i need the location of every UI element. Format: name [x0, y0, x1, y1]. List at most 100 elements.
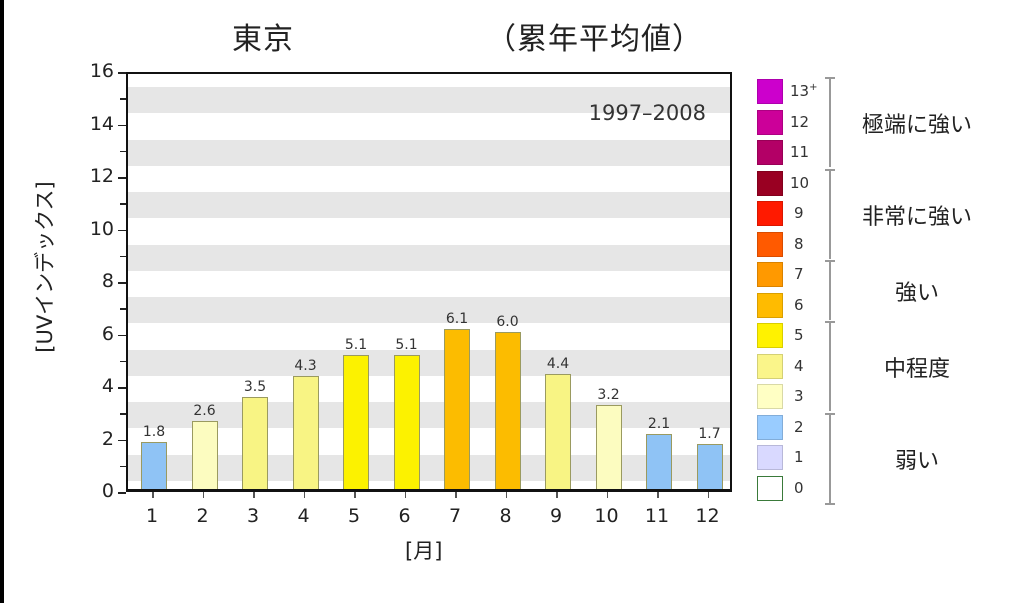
- legend-swatch-5: [757, 323, 783, 348]
- y-tick-label: 12: [89, 165, 114, 187]
- y-tick-label: 14: [89, 112, 114, 135]
- bar-month-8: [494, 331, 521, 489]
- grid-band: [128, 87, 730, 114]
- legend-swatch-label: 12: [790, 112, 810, 131]
- legend-swatch-8: [757, 231, 783, 257]
- legend-swatch-label: 0: [794, 478, 804, 497]
- y-tick-mark: [118, 72, 126, 74]
- bar-month-1: [141, 441, 167, 489]
- x-tick-label: 12: [695, 505, 720, 527]
- x-tick-label: 1: [145, 505, 159, 527]
- x-tick-label: 9: [549, 505, 563, 527]
- x-tick-mark: [303, 492, 305, 498]
- bar-month-2: [191, 420, 218, 489]
- y-tick-mark: [118, 177, 126, 179]
- bar-month-7: [444, 328, 470, 489]
- y-minor-tick-mark: [120, 150, 126, 153]
- bar-value-label: 2.6: [193, 402, 216, 419]
- x-tick-mark: [505, 492, 507, 498]
- legend-swatch-2: [757, 414, 783, 440]
- y-minor-tick-mark: [120, 255, 126, 258]
- x-tick-mark: [455, 492, 457, 498]
- legend-bracket-line: [829, 168, 831, 259]
- bar-value-label: 6.0: [496, 313, 519, 330]
- legend-bracket-cap: [825, 321, 835, 323]
- x-tick-mark: [202, 492, 204, 498]
- y-tick-mark: [118, 282, 126, 284]
- y-tick-mark: [118, 492, 126, 494]
- legend-swatch-label: 9: [794, 204, 804, 222]
- bar-value-label: 5.1: [395, 337, 418, 354]
- legend-swatch-13plus: [757, 79, 783, 104]
- x-tick-label: 10: [594, 505, 619, 527]
- legend-category-label: 非常に強い: [861, 204, 972, 230]
- bar-month-6: [393, 355, 420, 489]
- grid-band: [128, 139, 730, 166]
- y-tick-label: 8: [101, 270, 114, 292]
- bar-value-label: 6.1: [445, 310, 469, 327]
- period-label: 1997–2008: [588, 101, 706, 125]
- legend-swatch-3: [757, 384, 783, 409]
- y-tick-label: 4: [101, 375, 114, 397]
- legend-category-label: 弱い: [894, 448, 939, 474]
- y-tick-label: 0: [101, 480, 114, 502]
- y-tick-label: 10: [89, 217, 114, 240]
- x-tick-label: 2: [196, 505, 209, 527]
- x-tick-label: 8: [499, 505, 512, 527]
- x-tick-mark: [657, 492, 659, 498]
- legend-swatch-label: 5: [794, 326, 804, 344]
- grid-band: [128, 192, 730, 219]
- y-tick-mark: [118, 229, 126, 231]
- legend-swatch-label: 6: [794, 295, 804, 314]
- y-tick-label: 16: [89, 60, 114, 82]
- bar-value-label: 3.5: [243, 379, 267, 396]
- legend-bracket-line: [829, 321, 831, 411]
- y-minor-tick-mark: [120, 98, 126, 100]
- y-axis-label: [UVインデックス]: [33, 181, 57, 353]
- y-minor-tick-mark: [120, 360, 126, 363]
- x-tick-mark: [354, 492, 356, 498]
- grid-band: [128, 244, 730, 271]
- legend-category-label: 中程度: [883, 357, 950, 382]
- legend-bracket-cap: [825, 502, 835, 505]
- y-tick-mark: [118, 124, 126, 126]
- legend-bracket-cap: [825, 168, 835, 171]
- legend-swatch-label: 7: [794, 265, 804, 283]
- bar-value-label: 1.7: [698, 426, 721, 443]
- legend-swatch-label: 1: [794, 448, 804, 466]
- legend-swatch-label: 8: [794, 234, 804, 253]
- bar-month-5: [343, 355, 369, 489]
- legend-swatch-1: [757, 445, 783, 470]
- legend-swatch-9: [757, 201, 783, 226]
- x-tick-mark: [707, 492, 709, 498]
- legend-bracket-cap: [825, 412, 835, 415]
- legend-swatch-12: [757, 109, 783, 135]
- grid-band: [128, 349, 730, 376]
- x-tick-mark: [606, 492, 608, 498]
- bar-month-3: [242, 397, 268, 489]
- legend-swatch-label: 10: [790, 173, 810, 192]
- bar-value-label: 4.3: [294, 358, 317, 375]
- legend-swatch-label: 4: [794, 356, 804, 375]
- legend-swatch-label: 3: [794, 387, 804, 405]
- y-minor-tick-mark: [120, 465, 126, 468]
- x-tick-label: 4: [297, 505, 310, 527]
- legend-swatch-6: [757, 292, 783, 318]
- legend-swatch-11: [757, 140, 783, 165]
- bar-value-label: 1.8: [142, 423, 166, 440]
- grid-band: [128, 454, 730, 481]
- y-tick-label: 6: [101, 322, 114, 345]
- legend-swatch-label: 11: [790, 143, 810, 161]
- bar-value-label: 2.1: [647, 415, 671, 432]
- bar-value-label: 4.4: [546, 355, 570, 372]
- legend-category-label: 極端に強い: [861, 113, 972, 138]
- legend-bracket-line: [829, 77, 831, 167]
- plot-area: 1997–2008 1.8 2.6 3.5 4.3 5.1 5.1 6.1 6.0 4.4 3.2…: [126, 72, 732, 492]
- bar-month-12: [696, 444, 723, 489]
- y-tick-mark: [118, 387, 126, 389]
- legend-swatch-label: 2: [794, 417, 804, 436]
- legend-swatch-10: [757, 170, 783, 196]
- bar-month-10: [595, 405, 622, 489]
- legend-swatch-0: [757, 475, 783, 501]
- bar-month-9: [545, 373, 571, 489]
